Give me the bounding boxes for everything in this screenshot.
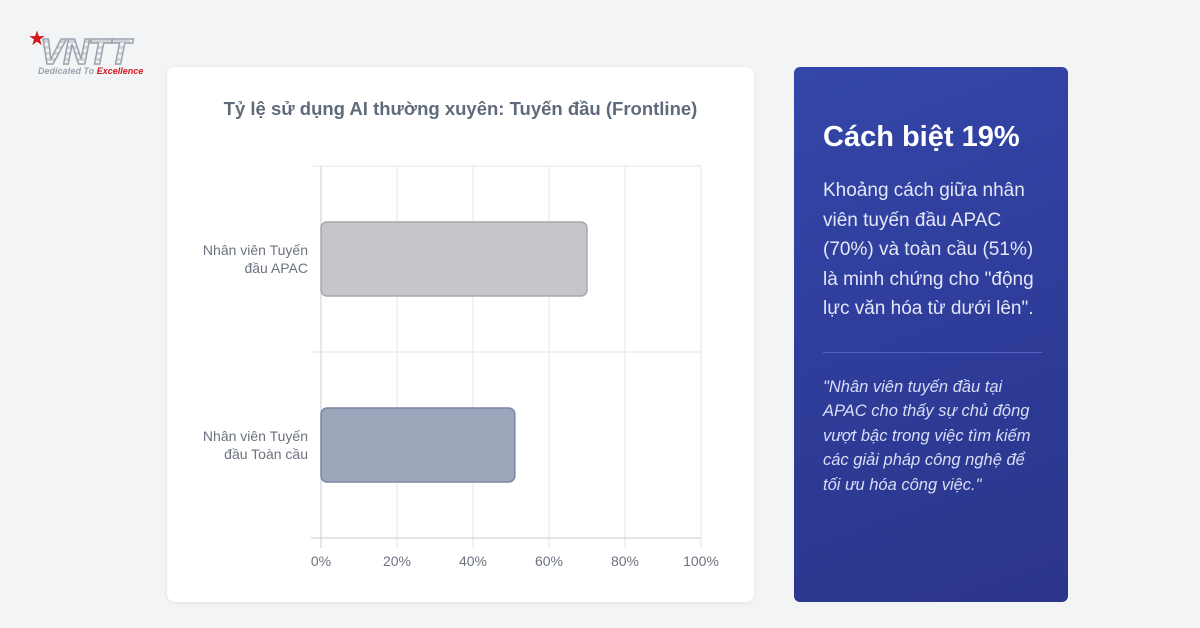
- insight-divider: [823, 351, 1042, 353]
- insight-body: Khoảng cách giữa nhân viên tuyến đầu APA…: [823, 180, 1034, 319]
- x-tick-label: 20%: [383, 553, 411, 569]
- vntt-logo: ★ VNTT Dedicated To Excellence: [28, 28, 168, 80]
- bar-chart: 0% 20% 40% 60% 80% 100% Nhân viên Tuyến đầu APA…: [203, 165, 719, 569]
- red-star-icon: ★: [28, 26, 46, 50]
- bar: [320, 407, 516, 483]
- chart-title: Tỷ lệ sử dụng AI thường xuyên: Tuyến đầu…: [223, 98, 698, 119]
- x-tick-label: 60%: [535, 553, 563, 569]
- x-tick-label: 40%: [459, 553, 487, 569]
- y-category-label: đầu APAC: [244, 260, 308, 276]
- bar: [320, 221, 588, 297]
- x-tick-label: 80%: [611, 553, 639, 569]
- insight-quote: "Nhân viên tuyến đầu tại APAC cho thấy s…: [823, 377, 1031, 494]
- y-category-label: đầu Toàn cầu: [224, 446, 308, 462]
- y-category-label: Nhân viên Tuyến: [203, 242, 308, 258]
- x-tick-label: 0%: [311, 553, 331, 569]
- logo-tagline-part1: Dedicated To: [38, 66, 97, 76]
- logo-wordmark: VNTT: [39, 31, 132, 72]
- insight-heading: Cách biệt 19%: [823, 121, 1020, 153]
- insight-panel: Cách biệt 19% Khoảng cách giữa nhân viên…: [794, 67, 1068, 602]
- y-category-label: Nhân viên Tuyến: [203, 428, 308, 444]
- chart-card: Tỷ lệ sử dụng AI thường xuyên: Tuyến đầu…: [167, 67, 754, 602]
- logo-tagline: Dedicated To Excellence: [38, 66, 143, 76]
- x-tick-label: 100%: [683, 553, 719, 569]
- logo-tagline-part2: Excellence: [96, 66, 144, 76]
